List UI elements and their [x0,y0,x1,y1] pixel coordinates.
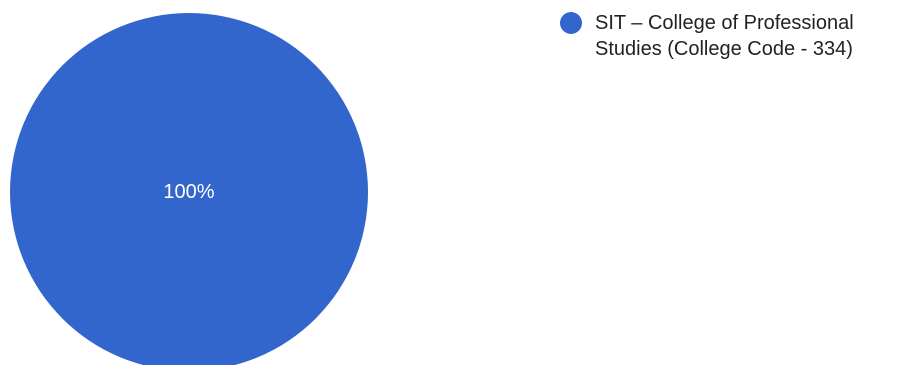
pie-slice-0 [10,13,368,365]
pie-slices [10,13,368,365]
chart-legend: SIT – College of Professional Studies (C… [560,10,905,62]
legend-label: SIT – College of Professional Studies (C… [595,12,854,60]
pie-slice-label-0: 100% [163,181,214,203]
pie-slice-labels: 100% [163,181,214,203]
legend-swatch-icon [560,12,582,34]
legend-item-0: SIT – College of Professional Studies (C… [560,10,905,62]
